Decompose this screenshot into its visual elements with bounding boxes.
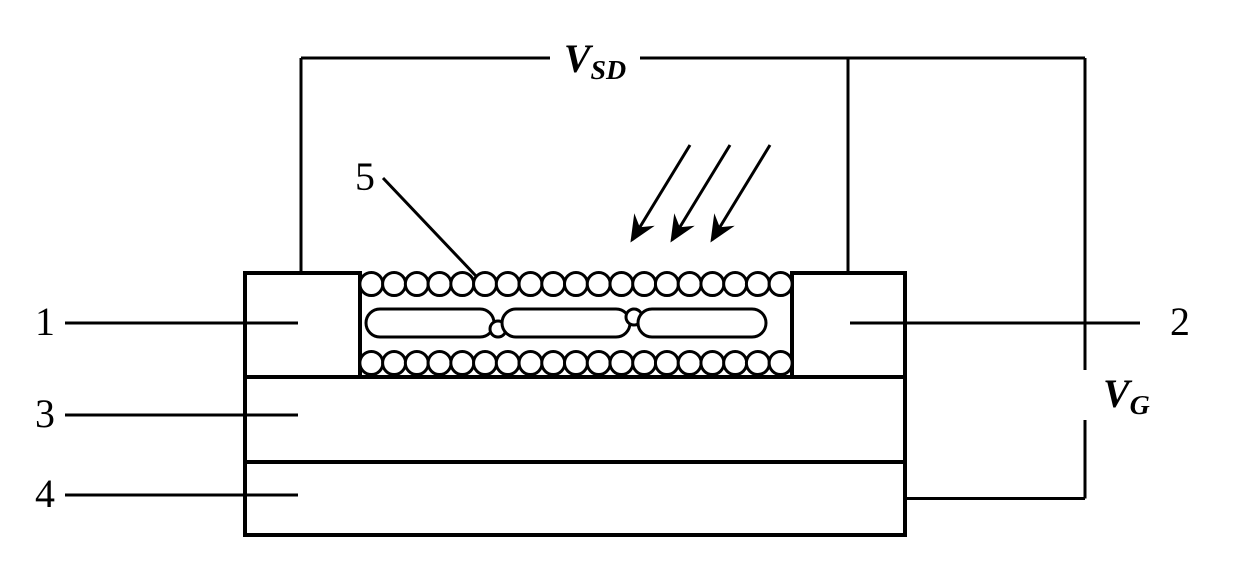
label-1: 1 (35, 299, 55, 344)
nanoparticle (542, 273, 565, 296)
nanoparticle (542, 352, 565, 375)
nanoparticle (519, 273, 542, 296)
nanoparticle (405, 352, 428, 375)
nanoparticle (746, 352, 769, 375)
nanoparticle (496, 352, 519, 375)
nanoparticle (383, 273, 406, 296)
electrode-source (245, 273, 360, 377)
label-3: 3 (35, 391, 55, 436)
nanoparticle (474, 273, 497, 296)
nanoparticle (428, 273, 451, 296)
label-2: 2 (1170, 299, 1190, 344)
nanoparticle (724, 352, 747, 375)
nanoparticle (360, 352, 383, 375)
nanoparticle (428, 352, 451, 375)
leader-5 (383, 178, 476, 276)
nanoparticle (678, 352, 701, 375)
nanoparticle (769, 352, 792, 375)
nanoparticle (655, 273, 678, 296)
label-4: 4 (35, 471, 55, 516)
nanoparticle (724, 273, 747, 296)
nanoparticle (633, 352, 656, 375)
nanoparticle (360, 273, 383, 296)
nanorod (638, 309, 766, 337)
nanoparticle (587, 352, 610, 375)
nanoparticle (451, 352, 474, 375)
nanoparticle (565, 273, 588, 296)
nanoparticle (655, 352, 678, 375)
layer-3-dielectric (245, 377, 905, 462)
electrode-drain (792, 273, 905, 377)
nanoparticle (746, 273, 769, 296)
nanoparticle (474, 352, 497, 375)
nanoparticle (451, 273, 474, 296)
nanoparticle (701, 352, 724, 375)
nanoparticle (519, 352, 542, 375)
label-vg: VG (1103, 371, 1150, 421)
nanoparticle (701, 273, 724, 296)
nanoparticle (565, 352, 588, 375)
nanorod (502, 309, 630, 337)
nanoparticle (496, 273, 519, 296)
label-vsd: VSD (564, 36, 626, 86)
nanoparticle (610, 352, 633, 375)
nanoparticle (678, 273, 701, 296)
layer-4-substrate (245, 462, 905, 535)
nanorods (366, 309, 766, 337)
label-5: 5 (355, 154, 375, 199)
nanoparticle (769, 273, 792, 296)
nanoparticle (633, 273, 656, 296)
nanoparticle (587, 273, 610, 296)
nanorod (366, 309, 494, 337)
device-schematic: 1 2 3 4 5 VSD VG (0, 0, 1240, 571)
nanoparticle (405, 273, 428, 296)
nanoparticle (383, 352, 406, 375)
nanoparticle (610, 273, 633, 296)
